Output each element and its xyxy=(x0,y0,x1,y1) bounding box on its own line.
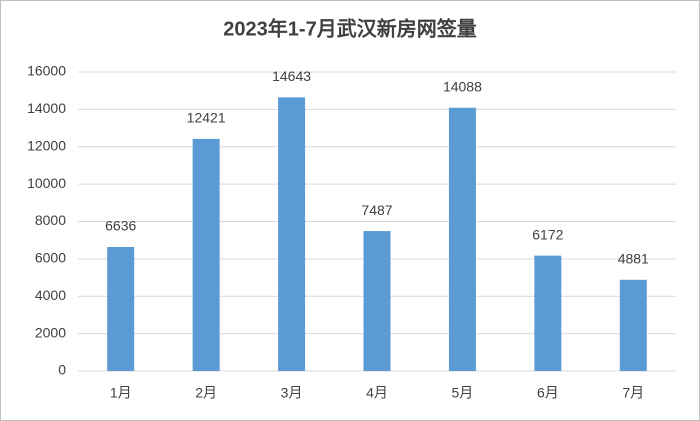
data-label: 6636 xyxy=(105,218,136,234)
x-tick-label: 1月 xyxy=(110,385,132,401)
y-tick-label: 4000 xyxy=(35,287,66,303)
x-tick-label: 3月 xyxy=(281,385,303,401)
data-label: 14643 xyxy=(272,68,311,84)
x-tick-label: 4月 xyxy=(366,385,388,401)
bar xyxy=(192,138,220,371)
y-tick-label: 12000 xyxy=(27,137,66,153)
x-tick-label: 5月 xyxy=(452,385,474,401)
x-tick-label: 6月 xyxy=(537,385,559,401)
data-label: 7487 xyxy=(361,202,392,218)
chart-title: 2023年1-7月武汉新房网签量 xyxy=(223,16,476,40)
x-tick-label: 2月 xyxy=(195,385,217,401)
bar xyxy=(619,279,647,371)
y-tick-label: 0 xyxy=(58,362,66,378)
y-tick-label: 8000 xyxy=(35,212,66,228)
y-tick-label: 10000 xyxy=(27,175,66,191)
y-tick-label: 16000 xyxy=(27,63,66,79)
bar xyxy=(363,231,391,371)
data-label: 6172 xyxy=(532,226,563,242)
data-label: 4881 xyxy=(618,250,649,266)
data-label: 12421 xyxy=(187,110,226,126)
bar xyxy=(278,97,306,371)
bar xyxy=(534,255,562,371)
x-tick-label: 7月 xyxy=(622,385,644,401)
y-tick-label: 2000 xyxy=(35,324,66,340)
data-label: 14088 xyxy=(443,78,482,94)
y-tick-label: 6000 xyxy=(35,250,66,266)
bar xyxy=(107,246,135,371)
y-tick-label: 14000 xyxy=(27,100,66,116)
bar xyxy=(448,107,476,371)
